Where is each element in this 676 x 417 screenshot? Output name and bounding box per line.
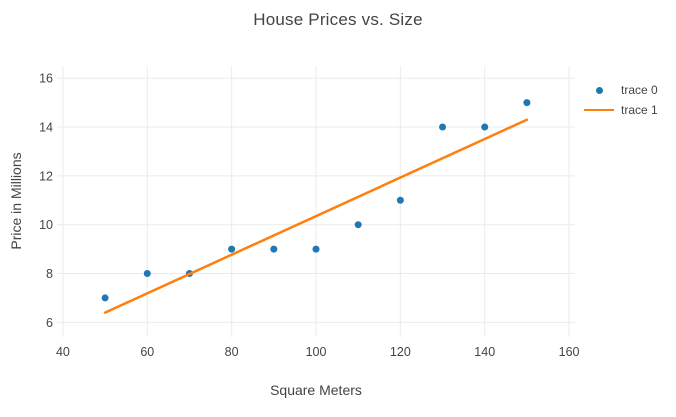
x-tick-label: 120 <box>390 345 411 359</box>
scatter-point[interactable] <box>312 245 320 253</box>
legend-label: trace 0 <box>621 83 658 97</box>
y-tick-label: 16 <box>39 72 53 86</box>
scatter-point[interactable] <box>143 270 151 278</box>
x-tick-label: 40 <box>56 345 70 359</box>
scatter-point[interactable] <box>354 221 362 229</box>
legend: trace 0 trace 1 <box>584 80 658 120</box>
y-axis-title: Price in Millions <box>8 152 24 250</box>
y-tick-label: 10 <box>39 218 53 232</box>
legend-item-trace-0[interactable]: trace 0 <box>584 80 658 100</box>
x-tick-label: 160 <box>559 345 580 359</box>
scatter-point[interactable] <box>228 245 236 253</box>
legend-marker-line <box>584 100 614 120</box>
scatter-point[interactable] <box>396 196 404 204</box>
y-tick-label: 12 <box>39 169 53 183</box>
trend-line[interactable] <box>103 118 529 314</box>
y-tick-label: 6 <box>46 316 53 330</box>
scatter-point[interactable] <box>101 294 109 302</box>
scatter-point[interactable] <box>481 123 489 131</box>
scatter-point[interactable] <box>270 245 278 253</box>
x-tick-label: 60 <box>140 345 154 359</box>
scatter-point[interactable] <box>439 123 447 131</box>
legend-label: trace 1 <box>621 103 658 117</box>
legend-marker-dot <box>584 80 614 100</box>
legend-item-trace-1[interactable]: trace 1 <box>584 100 658 120</box>
scatter-point[interactable] <box>523 99 531 107</box>
x-tick-label: 80 <box>225 345 239 359</box>
chart-title: House Prices vs. Size <box>253 10 423 29</box>
y-tick-label: 14 <box>39 121 53 135</box>
y-tick-label: 8 <box>46 267 53 281</box>
x-tick-label: 140 <box>474 345 495 359</box>
x-axis-title: Square Meters <box>270 382 362 398</box>
x-tick-label: 100 <box>306 345 327 359</box>
